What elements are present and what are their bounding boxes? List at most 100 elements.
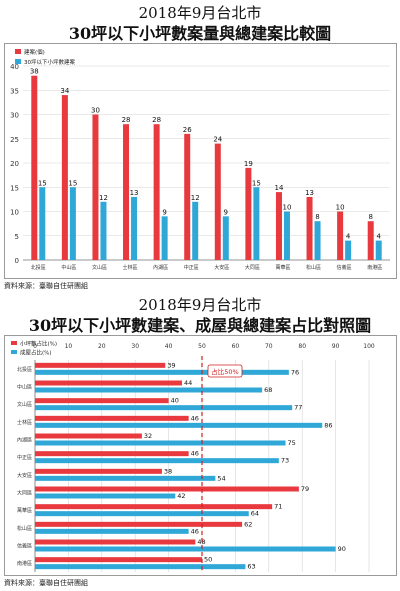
y-category-label: 萬華區	[17, 507, 32, 514]
x-category-label: 南港區	[367, 264, 382, 271]
hbar-built-share	[35, 387, 263, 393]
hbar-value-label: 42	[177, 492, 185, 500]
x-tick-label: 50	[198, 343, 206, 350]
bar-total	[214, 143, 221, 260]
x-tick-label: 0	[33, 343, 37, 350]
y-category-label: 信義區	[17, 543, 32, 550]
hbar-value-label: 38	[164, 467, 172, 475]
x-category-label: 士林區	[123, 264, 138, 271]
hbar-value-label: 68	[264, 386, 272, 394]
bar-value-label: 28	[122, 116, 131, 124]
y-category-label: 松山區	[17, 525, 32, 532]
x-category-label: 松山區	[306, 264, 321, 271]
bar-value-label: 15	[38, 179, 47, 187]
chart1-title-line1: 2018年9月台北市	[138, 4, 262, 22]
hbar-value-label: 39	[167, 361, 175, 369]
y-category-label: 北投區	[17, 366, 32, 373]
reference-callout-label: 占比50%	[211, 367, 238, 376]
y-tick-label: 30	[10, 112, 19, 120]
bar-value-label: 13	[130, 189, 139, 197]
bar-small	[253, 187, 260, 260]
hbar-small-share	[35, 486, 299, 492]
x-tick-label: 10	[65, 343, 73, 350]
bar-total	[306, 196, 313, 260]
y-category-label: 中山區	[17, 384, 32, 391]
legend-label: 30坪以下小坪數建案	[24, 58, 75, 66]
hbar-value-label: 46	[191, 414, 199, 422]
hbar-built-share	[35, 440, 286, 446]
hbar-built-share	[35, 493, 176, 499]
bar-total	[245, 167, 252, 260]
reference-callout-box	[207, 364, 243, 378]
bar-value-label: 15	[68, 179, 77, 187]
hbar-built-share	[35, 528, 189, 534]
hbar-built-share	[35, 422, 323, 428]
bar-total	[367, 221, 374, 260]
bar-value-label: 28	[152, 116, 161, 124]
bar-small	[69, 187, 76, 260]
y-tick-label: 35	[10, 87, 19, 95]
hbar-built-share	[35, 458, 279, 464]
bar-value-label: 15	[252, 179, 261, 187]
x-tick-label: 90	[332, 343, 340, 350]
hbar-small-share	[35, 362, 166, 368]
hbar-small-share	[35, 504, 273, 510]
bar-small	[283, 211, 290, 260]
x-category-label: 信義區	[337, 264, 352, 271]
y-category-label: 南港區	[17, 560, 32, 567]
bar-value-label: 8	[368, 213, 372, 221]
chart1-source: 資料來源：臺聯自住研團組	[4, 282, 88, 290]
bar-small	[222, 216, 229, 260]
legend-swatch	[15, 49, 21, 54]
bar-small	[100, 201, 107, 260]
x-category-label: 大安區	[214, 264, 229, 271]
y-category-label: 內湖區	[17, 437, 32, 444]
bar-value-label: 4	[376, 233, 381, 241]
bar-value-label: 13	[305, 189, 314, 197]
bar-value-label: 26	[183, 126, 192, 134]
bar-value-label: 38	[30, 68, 39, 76]
legend-swatch	[11, 350, 17, 354]
y-tick-label: 5	[15, 233, 19, 241]
y-tick-label: 25	[10, 136, 19, 144]
hbar-small-share	[35, 468, 162, 474]
bar-small	[345, 240, 352, 260]
hbar-value-label: 73	[281, 457, 289, 465]
bar-small	[161, 216, 168, 260]
chart1-svg: 0 5 10 15 20 25 30 35 40 38 15 北投區 34 15 中山區 30 12 文山區 28 1…	[10, 48, 390, 271]
x-category-label: 萬華區	[275, 264, 290, 271]
y-category-label: 中正區	[17, 454, 32, 461]
y-tick-label: 20	[10, 160, 19, 168]
hbar-value-label: 32	[144, 432, 152, 440]
x-category-label: 內湖區	[153, 264, 168, 271]
legend-swatch	[15, 59, 21, 64]
y-tick-label: 10	[10, 209, 19, 217]
bar-total	[275, 192, 282, 260]
hbar-value-label: 90	[338, 545, 346, 553]
hbar-value-label: 71	[274, 503, 282, 511]
y-category-label: 大同區	[17, 490, 32, 497]
x-tick-label: 60	[232, 343, 240, 350]
bar-total	[184, 133, 191, 260]
chart1-title-line2: 30坪以下小坪數案量與總建案比較圖	[68, 24, 332, 43]
x-category-label: 北投區	[31, 264, 46, 271]
bar-value-label: 9	[224, 208, 228, 216]
hbar-built-share	[35, 511, 249, 517]
hbar-small-share	[35, 451, 189, 457]
legend-swatch	[11, 341, 17, 345]
hbar-built-share	[35, 405, 293, 411]
y-category-label: 士林區	[17, 419, 32, 426]
bar-value-label: 12	[99, 194, 108, 202]
hbar-small-share	[35, 557, 202, 563]
hbar-value-label: 44	[184, 379, 192, 387]
bar-small	[39, 187, 46, 260]
legend-label: 成屋占比(%)	[20, 349, 52, 357]
chart2-svg: 0 10 20 30 40 50 60 70 80 90 100 39 76 北投區 44 68 中山區 40 77…	[11, 340, 375, 572]
chart2-title-line1: 2018年9月台北市	[138, 296, 262, 314]
chart2-title-line2: 30坪以下小坪數建案、成屋與總建案占比對照圖	[28, 316, 372, 335]
bar-value-label: 24	[213, 136, 222, 144]
hbar-built-share	[35, 475, 216, 481]
hbar-value-label: 40	[171, 397, 179, 405]
chart2-panel: 0 10 20 30 40 50 60 70 80 90 100 39 76 北投區 44 68 中山區 40 77…	[4, 335, 397, 576]
hbar-value-label: 46	[191, 527, 199, 535]
